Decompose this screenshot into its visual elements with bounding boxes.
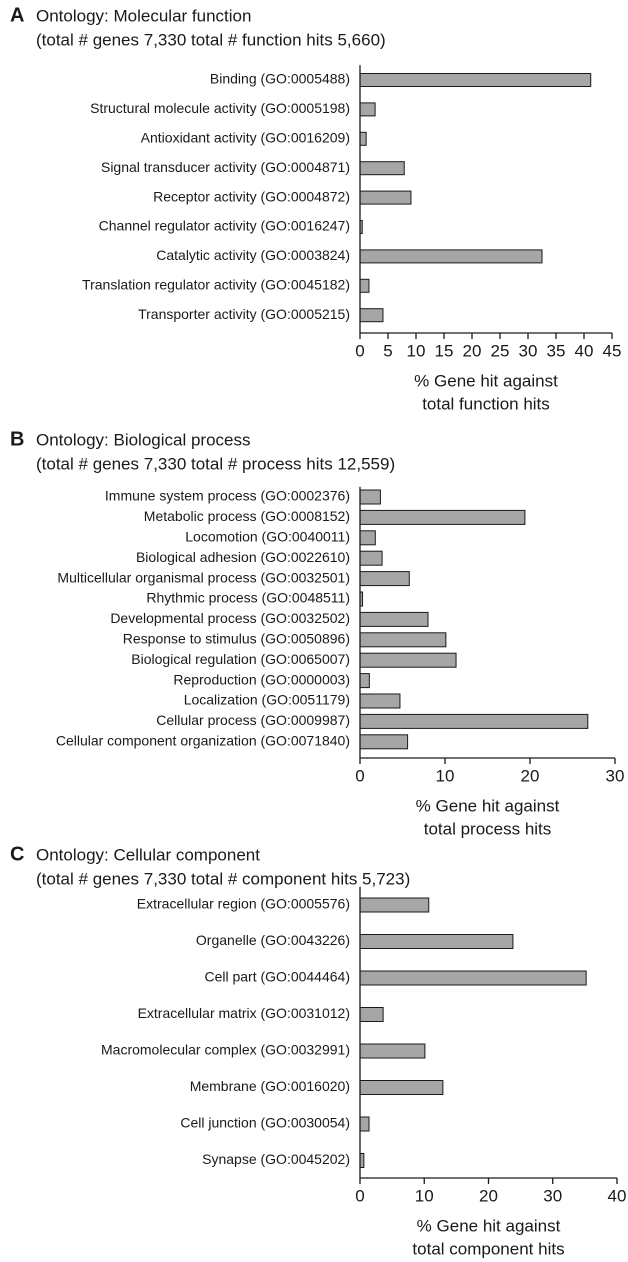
bar (359, 73, 592, 87)
chart-title: Ontology: Molecular function (36, 6, 251, 25)
category-label: Binding (GO:0005488) (210, 71, 350, 87)
category-label: Cellular process (GO:0009987) (156, 712, 350, 728)
x-tick-label: 10 (415, 1186, 434, 1205)
category-label: Signal transducer activity (GO:0004871) (101, 159, 350, 175)
bar (359, 489, 381, 505)
x-axis-label: % Gene hit against (416, 796, 560, 815)
category-label: Multicellular organismal process (GO:003… (57, 569, 350, 585)
bar (359, 550, 383, 566)
chart-subtitle: (total # genes 7,330 total # function hi… (36, 30, 386, 49)
x-tick-label: 30 (519, 341, 538, 360)
bar (359, 308, 384, 323)
x-axis-label: % Gene hit against (414, 371, 558, 390)
bar (359, 571, 410, 587)
x-tick-label: 20 (463, 341, 482, 360)
x-tick-label: 35 (547, 341, 566, 360)
category-label: Developmental process (GO:0032502) (110, 610, 350, 626)
bar (359, 897, 430, 913)
x-tick-label: 40 (575, 341, 594, 360)
x-tick-label: 30 (543, 1186, 562, 1205)
category-label: Antioxidant activity (GO:0016209) (141, 130, 350, 146)
category-label: Translation regulator activity (GO:00451… (82, 277, 350, 293)
category-label: Cellular component organization (GO:0071… (56, 733, 350, 749)
chart-subtitle: (total # genes 7,330 total # component h… (36, 869, 410, 888)
x-axis-label: total process hits (424, 819, 552, 838)
category-label: Transporter activity (GO:0005215) (138, 306, 350, 322)
x-tick-label: 0 (355, 766, 364, 785)
category-label: Receptor activity (GO:0004872) (153, 188, 350, 204)
x-tick-label: 5 (383, 341, 392, 360)
x-tick-label: 40 (608, 1186, 627, 1205)
bar (359, 632, 447, 648)
category-label: Locomotion (GO:0040011) (185, 529, 350, 545)
x-tick-label: 25 (491, 341, 510, 360)
bar (359, 278, 370, 293)
x-tick-label: 0 (355, 1186, 364, 1205)
bar (359, 673, 370, 689)
x-tick-label: 15 (435, 341, 454, 360)
panel-letter: A (10, 4, 24, 26)
category-label: Extracellular region (GO:0005576) (137, 896, 350, 912)
category-label: Macromolecular complex (GO:0032991) (101, 1042, 350, 1058)
category-label: Synapse (GO:0045202) (202, 1151, 350, 1167)
panel-letter: B (10, 428, 24, 450)
category-label: Biological regulation (GO:0065007) (131, 651, 350, 667)
x-tick-label: 10 (436, 766, 455, 785)
category-label: Cell junction (GO:0030054) (180, 1115, 350, 1131)
category-label: Extracellular matrix (GO:0031012) (138, 1005, 350, 1021)
bar (359, 713, 589, 729)
bar (359, 1080, 444, 1095)
category-label: Reproduction (GO:0000003) (173, 671, 350, 687)
chart-title: Ontology: Biological process (36, 430, 251, 449)
bar (359, 1007, 384, 1022)
category-label: Cell part (GO:0044464) (204, 969, 350, 985)
category-label: Catalytic activity (GO:0003824) (156, 247, 350, 263)
bar (359, 530, 376, 546)
category-label: Channel regulator activity (GO:0016247) (99, 218, 350, 234)
category-label: Rhythmic process (GO:0048511) (146, 590, 350, 606)
x-tick-label: 0 (355, 341, 364, 360)
x-tick-label: 45 (603, 341, 622, 360)
x-tick-label: 10 (407, 341, 426, 360)
category-label: Localization (GO:0051179) (184, 692, 350, 708)
chart-title: Ontology: Cellular component (36, 845, 260, 864)
bar (359, 734, 409, 750)
bar (359, 249, 543, 264)
category-label: Structural molecule activity (GO:0005198… (90, 100, 350, 116)
x-axis-label: total component hits (412, 1239, 564, 1258)
category-label: Membrane (GO:0016020) (190, 1078, 350, 1094)
panel-letter: C (10, 843, 24, 865)
bar (359, 131, 367, 146)
category-label: Metabolic process (GO:0008152) (144, 508, 350, 524)
x-tick-label: 30 (606, 766, 625, 785)
category-label: Biological adhesion (GO:0022610) (136, 549, 350, 565)
x-axis-label: total function hits (422, 394, 550, 413)
bar (359, 509, 526, 525)
category-label: Immune system process (GO:0002376) (105, 488, 350, 504)
bar (359, 190, 412, 205)
x-axis-label: % Gene hit against (417, 1216, 561, 1235)
bar (359, 1043, 426, 1059)
bar (359, 970, 587, 986)
bar (359, 934, 514, 949)
x-tick-label: 20 (479, 1186, 498, 1205)
category-label: Organelle (GO:0043226) (196, 932, 350, 948)
bar (359, 611, 429, 627)
x-tick-label: 20 (521, 766, 540, 785)
category-label: Response to stimulus (GO:0050896) (123, 631, 350, 647)
bar (359, 652, 457, 668)
chart-subtitle: (total # genes 7,330 total # process hit… (36, 454, 395, 473)
bar (359, 1116, 370, 1132)
bar (359, 161, 405, 176)
bar (359, 693, 401, 709)
bar (359, 102, 376, 117)
